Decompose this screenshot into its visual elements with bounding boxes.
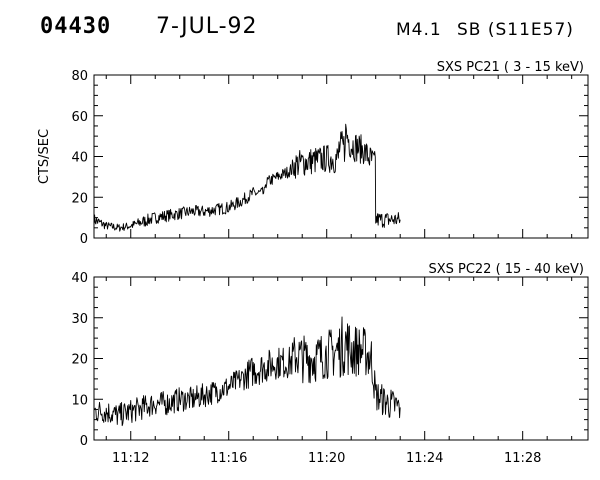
y-tick-label: 10 [71, 393, 88, 408]
count-rate-series [93, 316, 401, 427]
y-tick-label: 20 [71, 191, 88, 206]
x-tick-label: 11:12 [112, 451, 149, 466]
flare-class: M4.1 [396, 20, 442, 40]
chart-panel-2: SXS PC22 ( 15 - 40 keV) 0 10 20 30 40 11:12 11:… [71, 262, 589, 466]
observation-date: 7-JUL-92 [156, 14, 258, 39]
x-tick-label: 11:20 [308, 451, 345, 466]
y-tick-label: 60 [71, 110, 88, 125]
y-tick-label: 0 [80, 434, 88, 449]
y-tick-label: 30 [71, 312, 88, 327]
flare-location: SB (S11E57) [457, 20, 574, 40]
x-tick-label: 11:16 [210, 451, 247, 466]
y-tick-label: 0 [80, 232, 88, 247]
count-rate-series [93, 123, 401, 232]
panel-title: SXS PC22 ( 15 - 40 keV) [428, 262, 584, 277]
y-tick-label: 80 [71, 69, 88, 84]
event-id: 04430 [40, 14, 112, 39]
x-tick-label: 11:24 [406, 451, 443, 466]
panel-title: SXS PC21 ( 3 - 15 keV) [437, 60, 584, 75]
x-tick-label: 11:28 [504, 451, 541, 466]
y-axis-label: CTS/SEC [37, 129, 52, 184]
y-tick-label: 40 [71, 151, 88, 166]
y-tick-label: 20 [71, 353, 88, 368]
y-tick-label: 40 [71, 271, 88, 286]
chart-panel-1: SXS PC21 ( 3 - 15 keV) CTS/SEC 0 20 40 60 80 [37, 60, 589, 247]
